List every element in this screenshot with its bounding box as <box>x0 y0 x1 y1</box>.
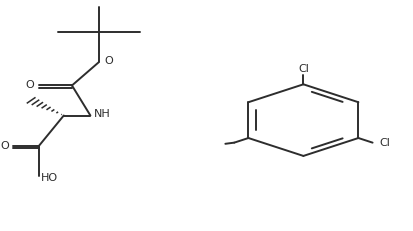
Text: Cl: Cl <box>297 64 308 74</box>
Text: O: O <box>26 80 34 91</box>
Text: HO: HO <box>41 173 58 183</box>
Text: Cl: Cl <box>378 138 389 148</box>
Text: O: O <box>104 56 112 66</box>
Text: O: O <box>0 140 9 151</box>
Text: NH: NH <box>94 109 111 119</box>
